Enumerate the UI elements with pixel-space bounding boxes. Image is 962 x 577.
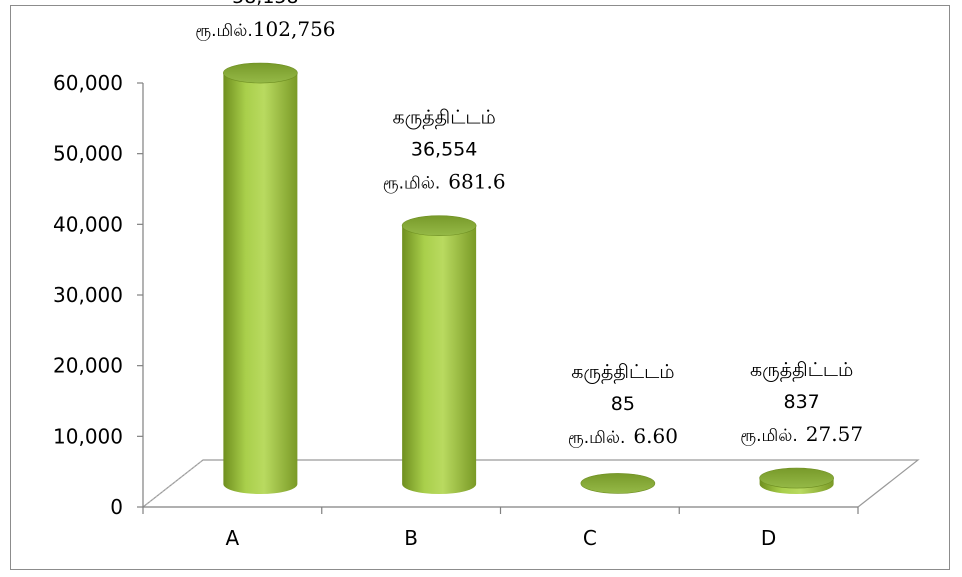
money-prefix: ரூ.மில்.	[740, 426, 798, 446]
y-tick-label: 50,000	[53, 142, 123, 166]
money-prefix: ரூ.மில்.	[383, 174, 441, 194]
x-tick-label: C	[583, 526, 597, 550]
money-value: 102,756	[253, 17, 336, 41]
y-tick-label: 0	[110, 495, 123, 519]
bar-body	[223, 73, 298, 495]
bar-cap	[759, 467, 834, 489]
y-tick-label: 10,000	[53, 424, 123, 448]
bar	[759, 467, 834, 494]
data-label-title: கருத்திட்டம்	[393, 107, 496, 130]
data-label: கருத்திட்டம்58,158ரூ.மில்.102,756	[195, 0, 335, 41]
bar-cap	[580, 473, 656, 494]
y-ticks: 0 10,000 20,000 30,000 40,000 50,000 60,000	[53, 71, 143, 519]
x-tick-label: B	[404, 526, 418, 550]
bars	[223, 62, 834, 495]
data-label-money: ரூ.மில்.102,756	[195, 17, 335, 41]
y-tick-label: 20,000	[53, 354, 123, 378]
bar-cap	[223, 62, 298, 84]
data-label-money: ரூ.மில். 6.60	[568, 424, 678, 448]
x-tick-label: D	[761, 526, 776, 550]
data-label-value: 36,554	[411, 139, 477, 161]
bar	[580, 473, 656, 494]
data-label: கருத்திட்டம் 85 ரூ.மில். 6.60	[568, 361, 678, 448]
data-label-value: 58,158	[232, 0, 298, 8]
data-label: கருத்திட்டம் 837 ரூ.மில். 27.57	[740, 359, 863, 446]
annotations: கருத்திட்டம்58,158ரூ.மில்.102,756கருத்தி…	[195, 0, 863, 448]
bar-cap	[401, 215, 477, 236]
money-prefix: ரூ.மில்.	[568, 428, 626, 448]
y-tick-label: 30,000	[53, 283, 123, 307]
data-label-value: 85	[611, 393, 635, 415]
money-prefix: ரூ.மில்.	[195, 21, 253, 41]
data-label-money: ரூ.மில். 27.57	[740, 422, 863, 446]
money-value: 27.57	[806, 422, 863, 446]
data-label: கருத்திட்டம் 36,554 ரூ.மில். 681.6	[383, 107, 506, 194]
data-label-value: 837	[783, 391, 819, 413]
x-ticks: A B C D	[142, 507, 859, 550]
x-tick-label: A	[226, 526, 240, 550]
chart-floor	[142, 459, 920, 508]
y-tick-label: 40,000	[53, 212, 123, 236]
y-tick-label: 60,000	[53, 71, 123, 95]
data-label-money: ரூ.மில். 681.6	[383, 170, 506, 194]
money-value: 6.60	[633, 424, 678, 448]
money-value: 681.6	[448, 170, 505, 194]
bar	[223, 62, 298, 495]
bar-body	[402, 225, 477, 495]
bar	[401, 215, 477, 495]
data-label-title: கருத்திட்டம்	[750, 359, 853, 382]
data-label-title: கருத்திட்டம்	[571, 361, 674, 384]
